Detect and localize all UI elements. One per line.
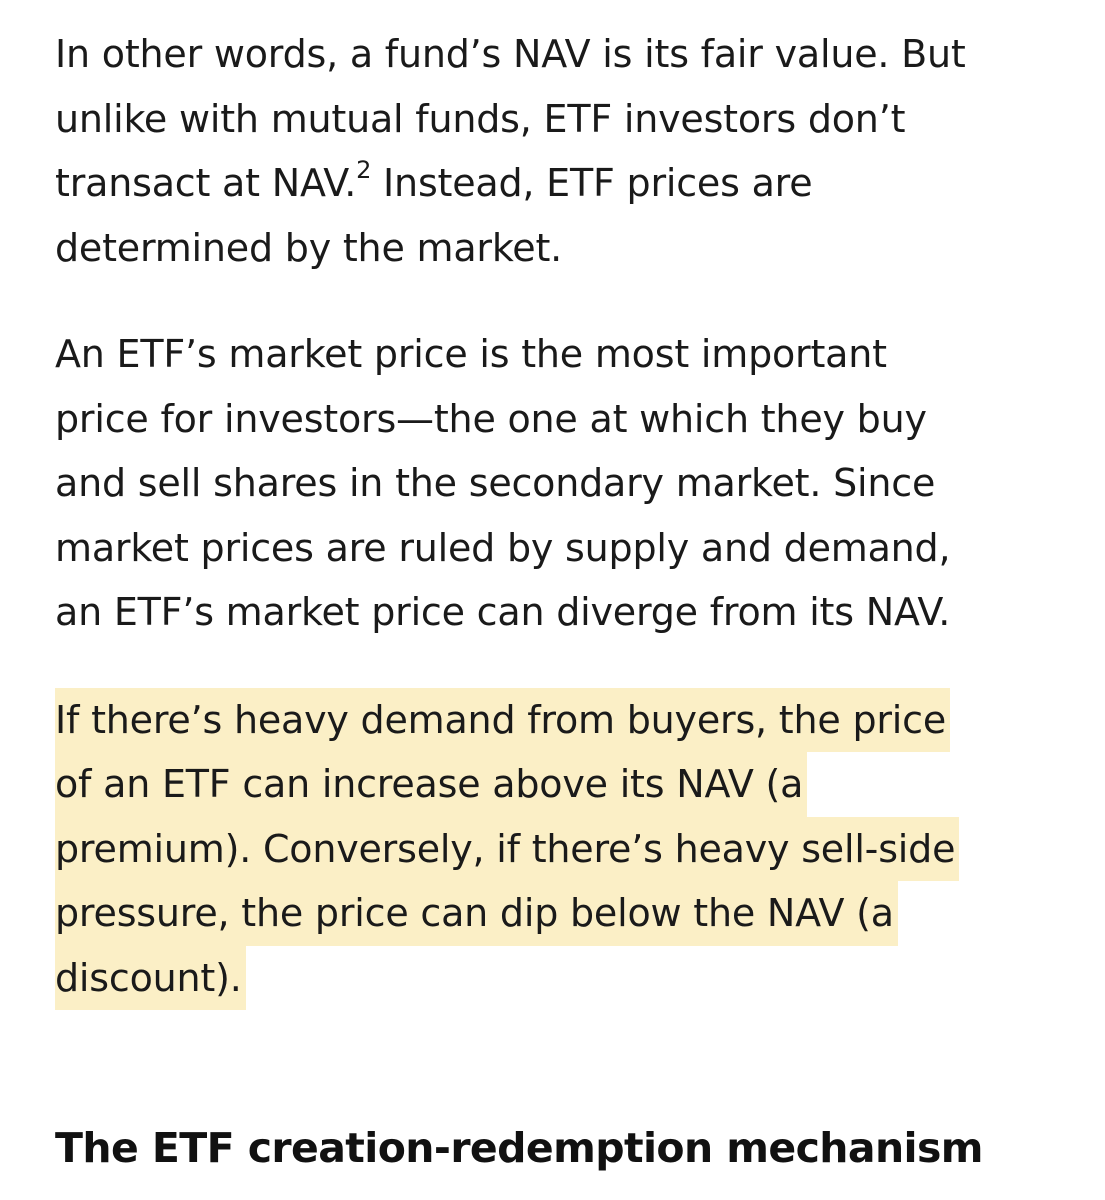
highlight-mark: discount). [55, 945, 246, 1010]
highlighted-line: of an ETF can increase above its NAV (a [55, 752, 1065, 817]
paragraph-nav-fair-value: In other words, a fund’s NAV is its fair… [55, 22, 1065, 280]
highlighted-line: pressure, the price can dip below the NA… [55, 881, 1065, 946]
article-body: In other words, a fund’s NAV is its fair… [55, 22, 1065, 1010]
paragraph-line: price for investors—the one at which the… [55, 396, 927, 441]
highlight-mark: of an ETF can increase above its NAV (a [55, 752, 808, 817]
paragraph-line: In other words, a fund’s NAV is its fair… [55, 32, 966, 76]
paragraph-line: and sell shares in the secondary market.… [55, 461, 936, 505]
paragraph-line-text: Instead, ETF prices are [371, 161, 813, 205]
paragraph-market-price: An ETF’s market price is the most import… [55, 322, 1065, 645]
paragraph-line: determined by the market. [55, 225, 563, 270]
highlight-mark: premium). Conversely, if there’s heavy s… [55, 816, 960, 881]
highlight-mark: If there’s heavy demand from buyers, the… [55, 687, 951, 752]
footnote-reference[interactable]: 2 [356, 156, 372, 185]
highlighted-line: premium). Conversely, if there’s heavy s… [55, 816, 1065, 881]
paragraph-line: an ETF’s market price can diverge from i… [55, 590, 951, 634]
paragraph-line-with-footnote: transact at NAV.2 Instead, ETF prices ar… [55, 151, 1065, 216]
paragraph-line: unlike with mutual funds, ETF investors … [55, 96, 906, 141]
highlighted-paragraph-premium-discount: If there’s heavy demand from buyers, the… [55, 687, 1065, 1010]
paragraph-line: market prices are ruled by supply and de… [55, 525, 951, 570]
paragraph-line-text: transact at NAV. [55, 161, 357, 205]
highlight-mark: pressure, the price can dip below the NA… [55, 881, 898, 946]
highlighted-line: If there’s heavy demand from buyers, the… [55, 687, 1065, 752]
section-heading: The ETF creation-redemption mechanism [55, 1124, 984, 1172]
paragraph-line: An ETF’s market price is the most import… [55, 332, 887, 376]
highlighted-line: discount). [55, 945, 1065, 1010]
